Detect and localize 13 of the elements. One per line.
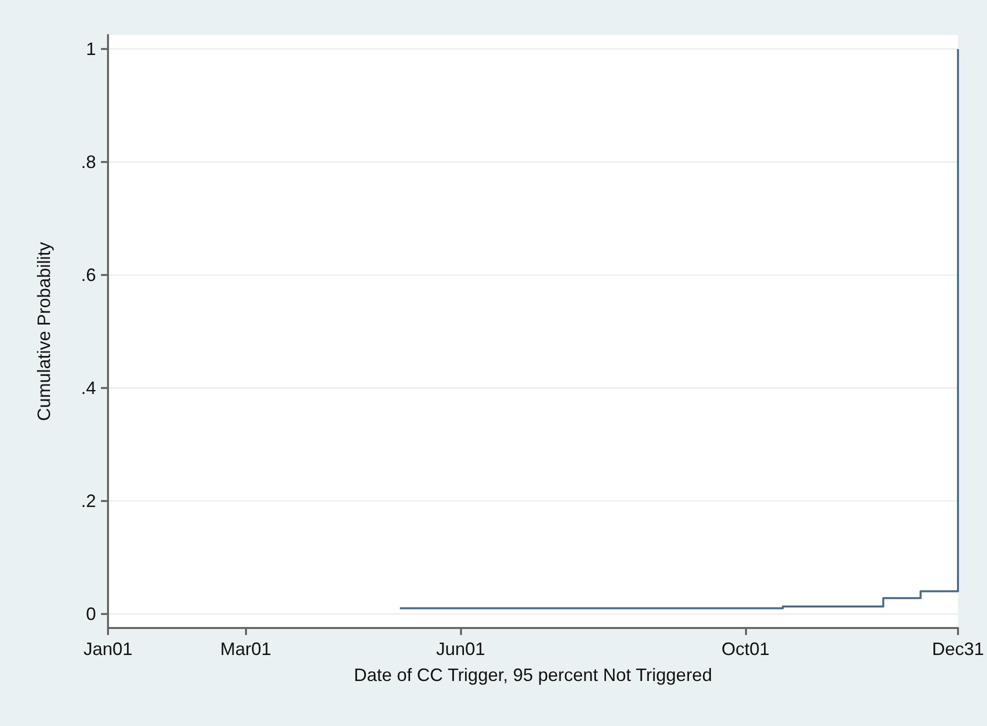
y-axis-title: Cumulative Probability: [34, 242, 54, 422]
y-tick-label: .6: [80, 265, 96, 286]
y-tick-label: 0: [86, 604, 96, 624]
x-tick-label: Jan01: [83, 639, 133, 659]
y-tick-label: 1: [86, 39, 96, 60]
x-tick-label: Oct01: [721, 639, 770, 659]
x-axis-title: Date of CC Trigger, 95 percent Not Triggered: [354, 665, 712, 685]
x-tick-label: Dec31: [932, 639, 984, 659]
x-tick-label: Jun01: [436, 639, 486, 659]
x-tick-label: Mar01: [220, 639, 272, 659]
y-tick-label: .4: [80, 378, 96, 398]
y-tick-label: .2: [80, 490, 96, 511]
y-tick-label: .8: [80, 152, 96, 172]
